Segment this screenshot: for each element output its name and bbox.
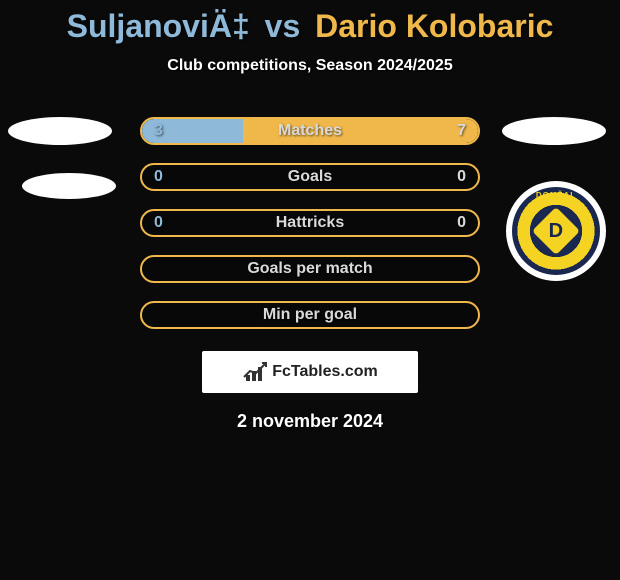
player2-avatar-1 [502, 117, 606, 145]
club-logo-letter: D [549, 219, 563, 242]
player1-name: SuljanoviÄ‡ [67, 8, 250, 44]
comparison-widget: SuljanoviÄ‡ vs Dario Kolobaric Club comp… [0, 0, 620, 580]
stat-bars: 37Matches 00Goals 00Hattricks Goals per mat… [140, 117, 480, 347]
stats-chart: DOMŽAL D 37Matches 00Goals 00Hattricks Goal… [0, 117, 620, 347]
date-label: 2 november 2024 [0, 411, 620, 432]
source-logo-box: FcTables.com [202, 351, 418, 393]
stat-row-matches: 37Matches [140, 117, 480, 145]
stat-label: Hattricks [142, 211, 478, 235]
player1-avatar-1 [8, 117, 112, 145]
chart-icon [242, 361, 270, 383]
stat-label: Goals [142, 165, 478, 189]
stat-row-hattricks: 00Hattricks [140, 209, 480, 237]
stat-label: Min per goal [142, 303, 478, 327]
subtitle: Club competitions, Season 2024/2025 [0, 57, 620, 75]
stat-row-min-per-goal: Min per goal [140, 301, 480, 329]
page-title: SuljanoviÄ‡ vs Dario Kolobaric [0, 0, 620, 45]
source-logo-text: FcTables.com [272, 363, 378, 381]
right-avatars: DOMŽAL D [502, 117, 612, 281]
player1-avatar-2 [22, 173, 116, 199]
stat-label: Goals per match [142, 257, 478, 281]
source-logo: FcTables.com [242, 361, 378, 383]
club-logo: DOMŽAL D [506, 181, 606, 281]
stat-row-goals: 00Goals [140, 163, 480, 191]
title-vs: vs [265, 8, 301, 44]
stat-label: Matches [142, 119, 478, 143]
stat-row-goals-per-match: Goals per match [140, 255, 480, 283]
player2-name: Dario Kolobaric [315, 8, 553, 44]
club-logo-text: DOMŽAL [536, 191, 576, 200]
left-avatars [8, 117, 118, 227]
